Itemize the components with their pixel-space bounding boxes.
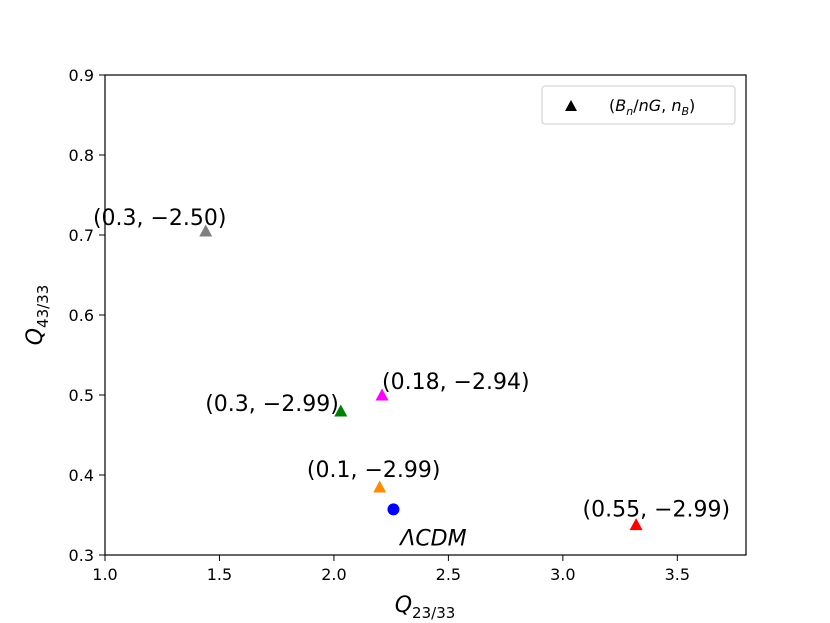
legend-label: (Bn/nG, nB): [609, 96, 695, 118]
x-axis-label-base: Q: [395, 593, 412, 618]
x-axis-label: Q23/33: [395, 593, 456, 622]
legend-triangle-marker: [565, 100, 577, 111]
data-point-circle: [387, 503, 400, 516]
plot-frame: [104, 74, 747, 556]
y-tick-label: 0.9: [69, 66, 94, 85]
x-tick-label: 1.5: [207, 565, 232, 584]
point-label: (0.1, −2.99): [307, 458, 441, 483]
legend-open-paren: (: [609, 96, 615, 115]
legend-close-paren: ): [689, 96, 695, 115]
point-label: (0.55, −2.99): [583, 498, 731, 523]
legend-n-sub: B: [681, 105, 689, 118]
data-point-triangle: [199, 224, 213, 237]
y-axis-label-sub: 43/33: [34, 285, 52, 328]
legend-n: n: [671, 96, 681, 115]
legend-slash: /: [633, 96, 639, 115]
data-point-triangle: [629, 518, 643, 531]
y-tick-label: 0.6: [69, 306, 94, 325]
x-tick-label: 2.0: [321, 565, 346, 584]
x-tick-label: 3.5: [665, 565, 690, 584]
point-label: (0.3, −2.99): [205, 392, 339, 417]
plot-area: [104, 74, 747, 556]
point-label: (0.18, −2.94): [382, 370, 530, 395]
data-points: [199, 224, 643, 531]
x-tick-label: 2.5: [436, 565, 461, 584]
y-tick-label: 0.5: [69, 386, 94, 405]
y-axis-label-base: Q: [23, 328, 48, 345]
x-axis-label-sub: 23/33: [412, 604, 455, 622]
point-label: (0.3, −2.50): [93, 206, 227, 231]
y-tick-label: 0.3: [69, 546, 94, 565]
y-tick-label: 0.4: [69, 466, 94, 485]
data-point-triangle: [373, 480, 387, 493]
x-tick-label: 3.0: [550, 565, 575, 584]
y-axis: 0.3 0.4 0.5 0.6 0.7 0.8 0.9: [69, 66, 105, 565]
x-tick-label: 1.0: [92, 565, 117, 584]
legend-B-sub: n: [626, 105, 633, 118]
data-point-triangle: [375, 388, 389, 401]
data-point-triangle: [334, 404, 348, 417]
legend-comma: ,: [661, 96, 671, 115]
legend: (Bn/nG, nB): [541, 85, 736, 125]
point-label: ΛCDM: [398, 526, 466, 551]
y-tick-label: 0.7: [69, 226, 94, 245]
y-axis-label: Q43/33: [23, 285, 52, 346]
legend-box: [541, 85, 736, 125]
legend-nG: nG: [639, 96, 662, 115]
legend-B: B: [615, 96, 626, 115]
y-tick-label: 0.8: [69, 146, 94, 165]
point-labels: (0.3, −2.50) (0.18, −2.94) (0.3, −2.99) (0.…: [93, 206, 730, 551]
x-axis: 1.0 1.5 2.0 2.5 3.0 3.5: [92, 555, 690, 584]
